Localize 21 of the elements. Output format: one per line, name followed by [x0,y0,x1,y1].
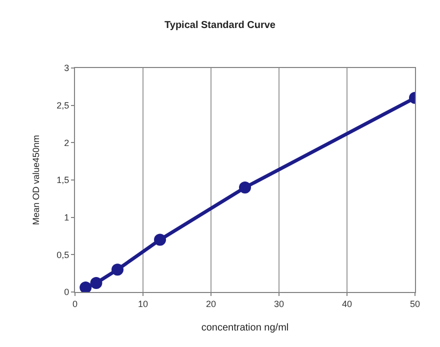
x-tick-label: 30 [274,298,284,309]
y-tick-label: 1 [64,212,70,222]
x-tick-label: 10 [138,298,148,309]
x-tick-label: 40 [342,298,352,309]
y-tick-label: 0 [64,287,70,298]
y-tick-label: 1,5 [56,175,70,186]
x-tick-label: 0 [72,298,78,309]
x-tick-label: 50 [410,298,420,309]
y-tick-label: 3 [64,63,70,74]
chart-title: Typical Standard Curve [164,20,276,31]
x-tick-label: 20 [206,298,216,309]
point [90,277,102,290]
point [239,181,251,194]
point [80,282,92,292]
y-tick-label: 2,5 [56,100,70,110]
x-axis-title: concentration ng/ml [201,322,289,334]
y-axis-title: Mean OD value450nm [31,134,42,226]
point [154,234,166,246]
y-tick-label: 2 [64,138,70,148]
y-tick-label: 0,5 [56,250,70,260]
point [112,264,124,276]
